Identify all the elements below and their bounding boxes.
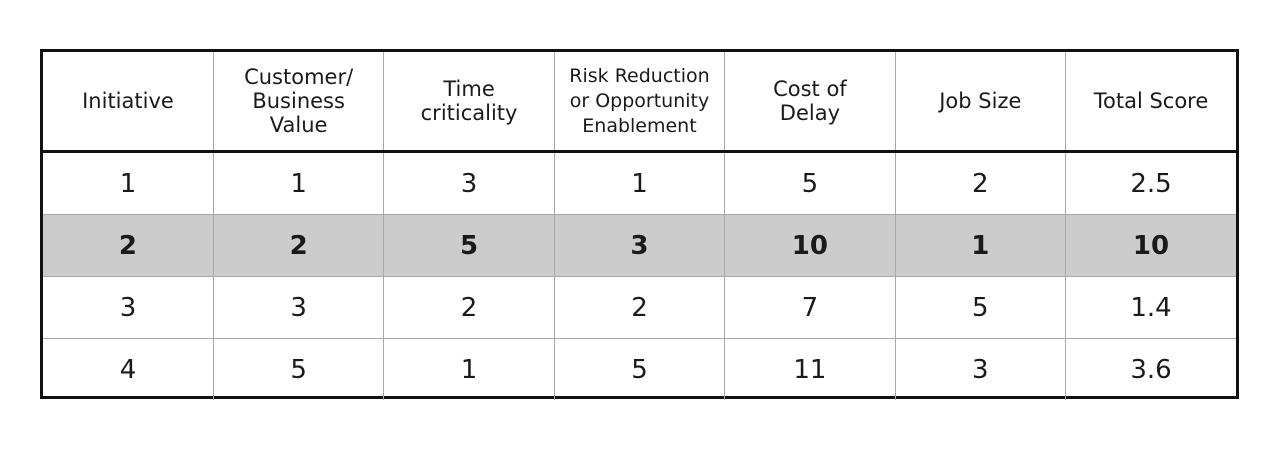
header-initiative: Initiative <box>43 52 214 153</box>
cell-initiative: 4 <box>43 338 214 400</box>
cell-initiative: 3 <box>43 276 214 339</box>
cell-initiative: 2 <box>43 214 214 277</box>
table-header: Initiative Customer/Business Value Time cr… <box>43 52 1236 153</box>
cell-job-size: 2 <box>894 151 1066 215</box>
cell-time-criticality: 2 <box>383 276 555 339</box>
cell-cost-of-delay: 7 <box>724 276 896 339</box>
cell-total-score: 3.6 <box>1065 338 1236 400</box>
header-time-criticality: Time criticality <box>383 52 555 153</box>
cell-total-score: 10 <box>1065 214 1236 277</box>
table-row: 1 1 3 1 5 2 2.5 <box>43 151 1236 215</box>
cell-time-criticality: 5 <box>383 214 555 277</box>
cell-risk-reduction: 1 <box>553 151 725 215</box>
cell-customer-business-value: 5 <box>212 338 384 400</box>
cell-customer-business-value: 3 <box>212 276 384 339</box>
cell-cost-of-delay: 5 <box>724 151 896 215</box>
table-body: 1 1 3 1 5 2 2.5 2 2 5 3 10 1 10 3 3 2 <box>43 151 1236 400</box>
cell-cost-of-delay: 10 <box>724 214 896 277</box>
cell-job-size: 1 <box>894 214 1066 277</box>
header-customer-business-value: Customer/Business Value <box>212 52 384 153</box>
header-total-score: Total Score <box>1065 52 1236 153</box>
wsjf-table: Initiative Customer/Business Value Time cr… <box>40 49 1239 400</box>
cell-time-criticality: 1 <box>383 338 555 400</box>
scoring-table: Initiative Customer/Business Value Time cr… <box>43 52 1236 400</box>
cell-job-size: 3 <box>894 338 1066 400</box>
header-cost-of-delay: Cost of Delay <box>724 52 896 153</box>
cell-risk-reduction: 3 <box>553 214 725 277</box>
cell-time-criticality: 3 <box>383 151 555 215</box>
cell-job-size: 5 <box>894 276 1066 339</box>
cell-total-score: 1.4 <box>1065 276 1236 339</box>
header-row: Initiative Customer/Business Value Time cr… <box>43 52 1236 153</box>
cell-total-score: 2.5 <box>1065 151 1236 215</box>
cell-cost-of-delay: 11 <box>724 338 896 400</box>
cell-customer-business-value: 2 <box>212 214 384 277</box>
table-row: 4 5 1 5 11 3 3.6 <box>43 338 1236 400</box>
cell-risk-reduction: 5 <box>553 338 725 400</box>
cell-initiative: 1 <box>119 168 137 199</box>
header-job-size: Job Size <box>894 52 1066 153</box>
header-risk-reduction: Risk Reduction or Opportunity Enablement <box>553 52 725 153</box>
table-row: 3 3 2 2 7 5 1.4 <box>43 276 1236 339</box>
cell-risk-reduction: 2 <box>553 276 725 339</box>
table-row-highlighted: 2 2 5 3 10 1 10 <box>43 214 1236 277</box>
cell-customer-business-value: 1 <box>212 151 384 215</box>
